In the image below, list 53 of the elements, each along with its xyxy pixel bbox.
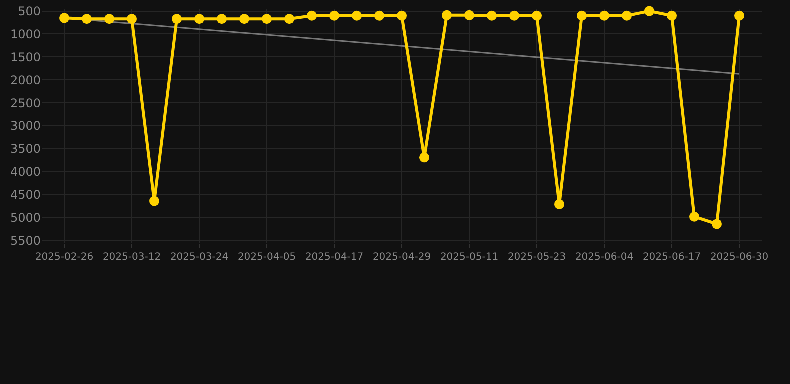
point xyxy=(150,196,160,206)
x-tick-label: 2025-06-17 xyxy=(642,252,702,263)
x-tick-label: 2025-05-23 xyxy=(508,252,566,263)
point xyxy=(734,10,744,21)
point xyxy=(127,14,137,24)
point xyxy=(284,14,294,24)
x-tick-label: 2025-06-04 xyxy=(575,252,634,263)
point xyxy=(510,10,520,21)
point xyxy=(352,10,362,21)
y-tick-label: 5500 xyxy=(10,234,41,248)
y-tick-label: 1000 xyxy=(10,27,41,42)
x-tick-label: 2025-04-05 xyxy=(238,252,296,263)
point xyxy=(60,13,70,24)
y-tick-label: 2500 xyxy=(10,96,41,110)
point xyxy=(374,10,384,21)
x-tick-label: 2025-03-24 xyxy=(170,252,229,263)
x-tick-label: 2025-04-29 xyxy=(372,252,432,263)
point xyxy=(532,10,542,21)
point xyxy=(667,10,677,21)
point xyxy=(330,10,340,21)
point xyxy=(487,10,497,21)
point xyxy=(442,10,452,20)
point xyxy=(172,14,182,24)
x-tick-label: 2025-03-12 xyxy=(102,252,162,263)
point xyxy=(104,14,114,24)
y-tick-label: 1500 xyxy=(10,50,41,64)
y-tick-label: 3000 xyxy=(10,119,41,134)
point xyxy=(554,199,564,210)
x-tick-label: 2025-04-17 xyxy=(305,252,364,263)
x-tick-label: 2025-06-30 xyxy=(710,252,769,263)
point xyxy=(397,10,407,21)
point xyxy=(240,14,250,24)
point xyxy=(420,152,430,163)
point xyxy=(712,219,722,230)
point xyxy=(307,10,317,21)
point xyxy=(600,10,610,21)
y-tick-label: 3500 xyxy=(10,142,41,156)
point xyxy=(464,10,474,20)
x-tick-label: 2025-02-26 xyxy=(35,252,94,263)
x-tick-label: 2025-05-11 xyxy=(440,252,499,263)
point xyxy=(217,14,227,24)
y-tick-label: 4500 xyxy=(10,188,41,202)
y-tick-label: 5000 xyxy=(10,210,41,225)
point xyxy=(622,10,632,21)
y-tick-label: 2000 xyxy=(10,73,41,88)
point xyxy=(577,10,587,21)
point xyxy=(644,6,654,16)
y-tick-label: 4000 xyxy=(10,165,41,180)
point xyxy=(690,212,700,222)
y-tick-label: 500 xyxy=(18,4,41,18)
point xyxy=(194,14,204,24)
point xyxy=(262,14,272,24)
point xyxy=(82,14,92,24)
